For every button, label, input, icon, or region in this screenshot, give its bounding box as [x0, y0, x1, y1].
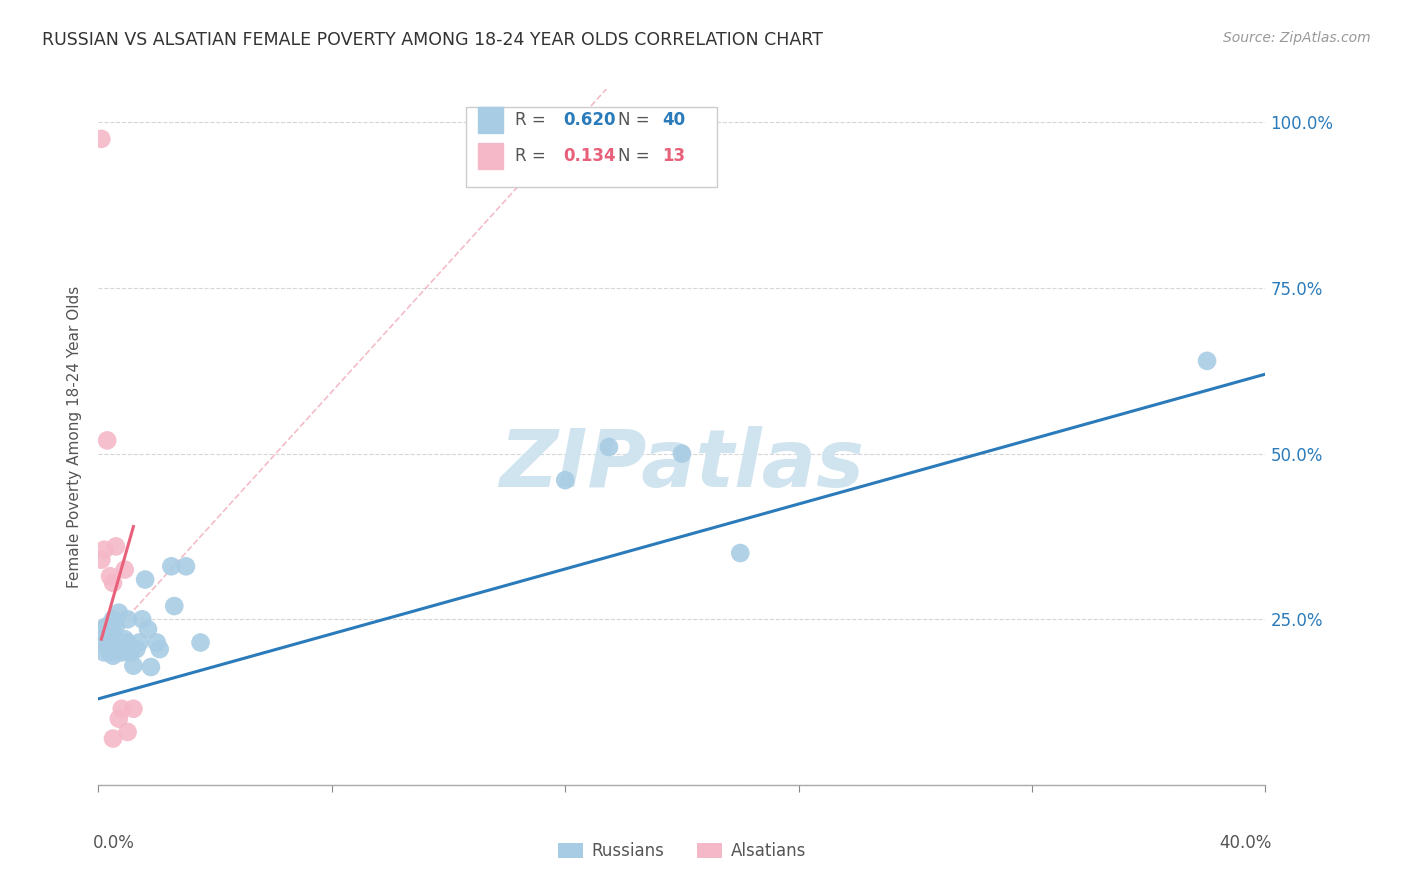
- Text: 0.134: 0.134: [562, 147, 616, 165]
- Point: [98, 629, 121, 643]
- Point: [93, 625, 115, 640]
- Text: 0.0%: 0.0%: [93, 834, 135, 852]
- Point: [90, 635, 112, 649]
- Point: [136, 622, 159, 636]
- Point: [190, 635, 212, 649]
- Point: [117, 725, 139, 739]
- Point: [160, 559, 183, 574]
- Point: [122, 702, 145, 716]
- Point: [108, 635, 131, 649]
- Point: [104, 635, 127, 649]
- Point: [554, 473, 576, 487]
- Point: [108, 606, 131, 620]
- Point: [149, 642, 172, 657]
- Text: R =: R =: [515, 147, 551, 165]
- Text: R =: R =: [515, 111, 551, 128]
- Point: [730, 546, 752, 560]
- Point: [93, 645, 115, 659]
- Point: [134, 573, 156, 587]
- Point: [90, 552, 112, 566]
- Point: [114, 642, 136, 657]
- Point: [96, 619, 118, 633]
- Text: N =: N =: [617, 147, 655, 165]
- Point: [93, 542, 115, 557]
- Point: [139, 660, 162, 674]
- FancyBboxPatch shape: [478, 143, 503, 169]
- Point: [111, 702, 134, 716]
- Text: N =: N =: [617, 111, 655, 128]
- Point: [96, 639, 118, 653]
- Point: [146, 635, 169, 649]
- Point: [98, 635, 121, 649]
- Point: [90, 622, 112, 636]
- Point: [128, 635, 150, 649]
- Text: 40.0%: 40.0%: [1219, 834, 1271, 852]
- Point: [101, 575, 124, 590]
- Point: [117, 612, 139, 626]
- Point: [174, 559, 197, 574]
- Point: [104, 619, 127, 633]
- Point: [114, 632, 136, 647]
- FancyBboxPatch shape: [465, 106, 717, 186]
- Point: [98, 645, 121, 659]
- Text: RUSSIAN VS ALSATIAN FEMALE POVERTY AMONG 18-24 YEAR OLDS CORRELATION CHART: RUSSIAN VS ALSATIAN FEMALE POVERTY AMONG…: [42, 31, 823, 49]
- Point: [96, 434, 118, 448]
- Point: [101, 612, 124, 626]
- Point: [101, 648, 124, 663]
- Point: [104, 540, 127, 554]
- Text: 40: 40: [662, 111, 685, 128]
- Point: [111, 645, 134, 659]
- Point: [671, 447, 693, 461]
- Point: [101, 731, 124, 746]
- Point: [108, 712, 131, 726]
- Point: [131, 612, 153, 626]
- Point: [1195, 354, 1218, 368]
- FancyBboxPatch shape: [478, 106, 503, 133]
- Point: [598, 440, 620, 454]
- Point: [90, 132, 112, 146]
- Text: Source: ZipAtlas.com: Source: ZipAtlas.com: [1223, 31, 1371, 45]
- Point: [117, 635, 139, 649]
- Point: [125, 642, 148, 657]
- Y-axis label: Female Poverty Among 18-24 Year Olds: Female Poverty Among 18-24 Year Olds: [67, 286, 83, 588]
- Point: [101, 625, 124, 640]
- Point: [122, 658, 145, 673]
- Text: 13: 13: [662, 147, 685, 165]
- Point: [163, 599, 186, 613]
- Text: ZIPatlas: ZIPatlas: [499, 425, 865, 504]
- Point: [98, 569, 121, 583]
- Point: [120, 645, 142, 659]
- Text: 0.620: 0.620: [562, 111, 616, 128]
- Legend: Russians, Alsatians: Russians, Alsatians: [551, 836, 813, 867]
- Point: [114, 563, 136, 577]
